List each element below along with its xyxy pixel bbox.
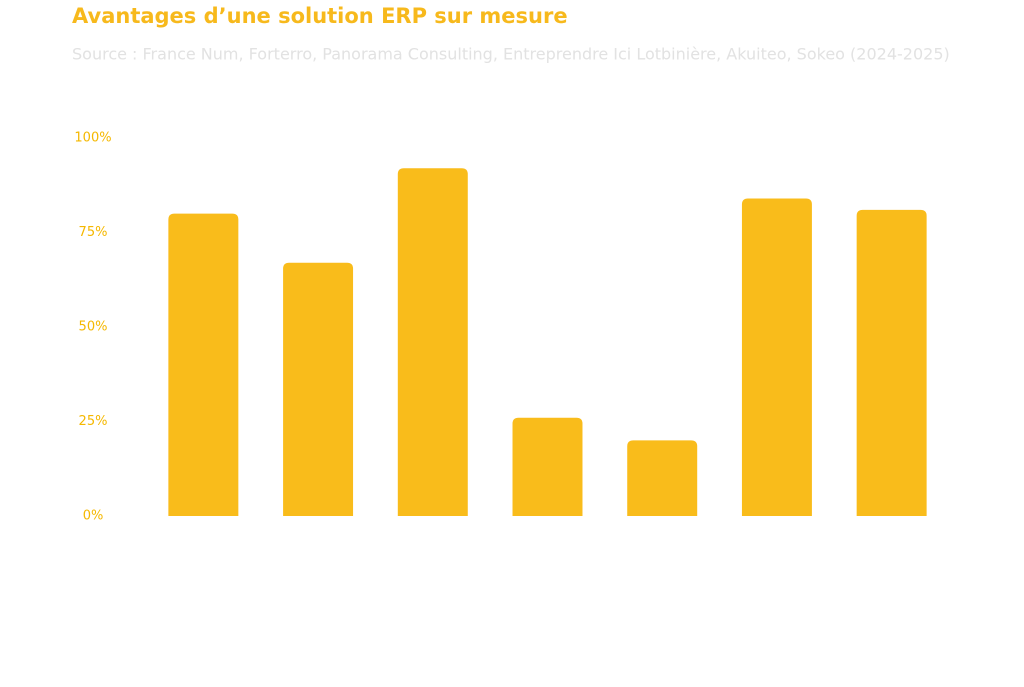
chart-title: Avantages d’une solution ERP sur mesure bbox=[72, 4, 568, 28]
bar bbox=[168, 213, 239, 516]
bar bbox=[512, 417, 583, 516]
bar bbox=[856, 209, 927, 516]
bar bbox=[627, 440, 698, 516]
y-tick-label: 50% bbox=[79, 320, 108, 335]
bar bbox=[397, 168, 468, 517]
bar bbox=[283, 262, 354, 516]
chart-subtitle: Source : France Num, Forterro, Panorama … bbox=[72, 45, 950, 64]
y-tick-label: 25% bbox=[79, 414, 108, 429]
y-tick-label: 100% bbox=[74, 131, 111, 146]
y-tick-label: 75% bbox=[79, 225, 108, 240]
bar bbox=[741, 198, 812, 517]
y-tick-label: 0% bbox=[83, 509, 104, 524]
